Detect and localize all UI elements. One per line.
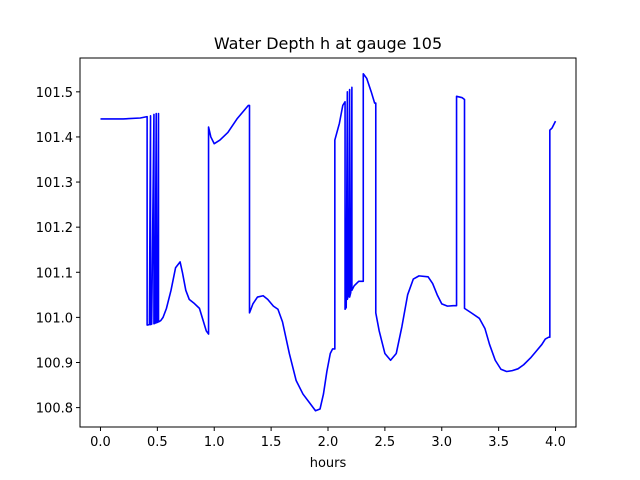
- x-axis-label: hours: [310, 456, 347, 471]
- x-tick-label: 4.0: [545, 435, 566, 450]
- axes-frame: [79, 57, 577, 428]
- y-tick-label: 101.2: [36, 221, 73, 236]
- y-tick-label: 100.8: [36, 402, 73, 417]
- y-tick-label: 101.4: [36, 131, 73, 146]
- x-tick-label: 0.5: [147, 435, 168, 450]
- x-tick-label: 3.5: [488, 435, 509, 450]
- x-tick-label: 2.5: [375, 435, 396, 450]
- y-tick-label: 100.9: [36, 356, 73, 371]
- chart-title: Water Depth h at gauge 105: [214, 34, 442, 53]
- y-tick-label: 101.5: [36, 86, 73, 101]
- x-tick-label: 2.0: [318, 435, 339, 450]
- x-axis: 0.0 0.5 1.0 1.5 2.0 2.5 3.0 3.5 4.0: [90, 427, 566, 450]
- x-tick-label: 3.0: [431, 435, 452, 450]
- x-tick-label: 0.0: [90, 435, 111, 450]
- plot-area: [100, 72, 557, 412]
- y-tick-label: 101.1: [36, 266, 73, 281]
- y-axis: 100.8 100.9 101.0 101.1 101.2 101.3 101.4 101.5: [36, 86, 80, 417]
- y-tick-label: 101.0: [36, 311, 73, 326]
- x-tick-label: 1.0: [204, 435, 225, 450]
- y-tick-label: 101.3: [36, 176, 73, 191]
- series-line: [100, 72, 557, 412]
- x-tick-label: 1.5: [261, 435, 282, 450]
